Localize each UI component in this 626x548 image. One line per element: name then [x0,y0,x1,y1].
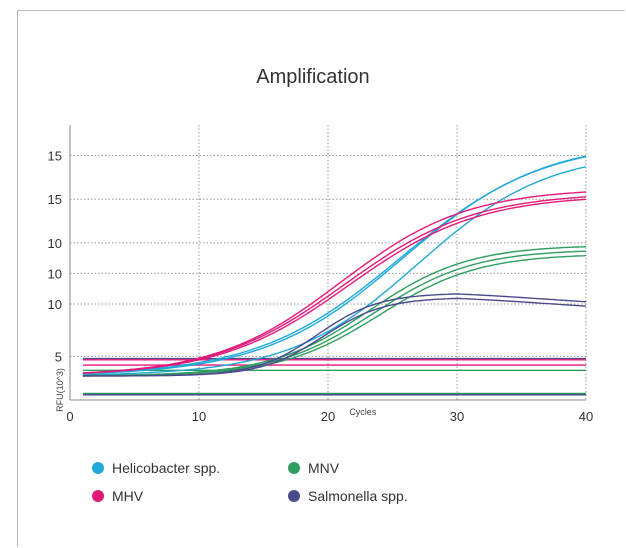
y-axis-label: RFU(10^3) [55,368,65,412]
legend-swatch-salmonella [288,490,300,502]
chart-title: Amplification [256,66,370,88]
x-tick-label: 20 [321,409,335,424]
series-line [82,166,587,376]
chart-legend: Helicobacter spp. MNV MHV Salmonella spp… [92,460,512,510]
legend-swatch-helicobacter [92,462,104,474]
series-line [82,191,587,374]
y-tick-label: 10 [48,236,62,251]
y-tick-label: 5 [55,349,62,364]
legend-label-helicobacter: Helicobacter spp. [112,460,221,476]
x-axis-label: Cycles [349,407,377,417]
legend-swatch-mhv [92,490,104,502]
series-line [82,254,587,377]
x-tick-label: 10 [192,409,206,424]
y-tick-label: 15 [48,149,62,164]
x-tick-label: 0 [66,409,73,424]
series-line [82,198,587,374]
legend-label-salmonella: Salmonella spp. [308,488,408,504]
legend-item-salmonella: Salmonella spp. [288,488,408,504]
y-tick-label: 10 [48,266,62,281]
y-tick-label: 15 [48,192,62,207]
legend-item-mhv: MHV [92,488,143,504]
legend-item-mnv: MNV [288,460,339,476]
series-line [82,156,587,374]
legend-label-mnv: MNV [308,460,340,476]
chart-frame [17,10,625,547]
series-line [82,293,587,377]
series-line [82,297,587,377]
series-line [82,250,587,377]
x-tick-label: 40 [579,409,593,424]
legend-item-helicobacter: Helicobacter spp. [92,460,220,476]
legend-swatch-mnv [288,462,300,474]
x-tick-label: 30 [450,409,464,424]
legend-label-mhv: MHV [112,488,144,504]
y-tick-label: 10 [48,297,62,312]
series-line [82,196,587,374]
